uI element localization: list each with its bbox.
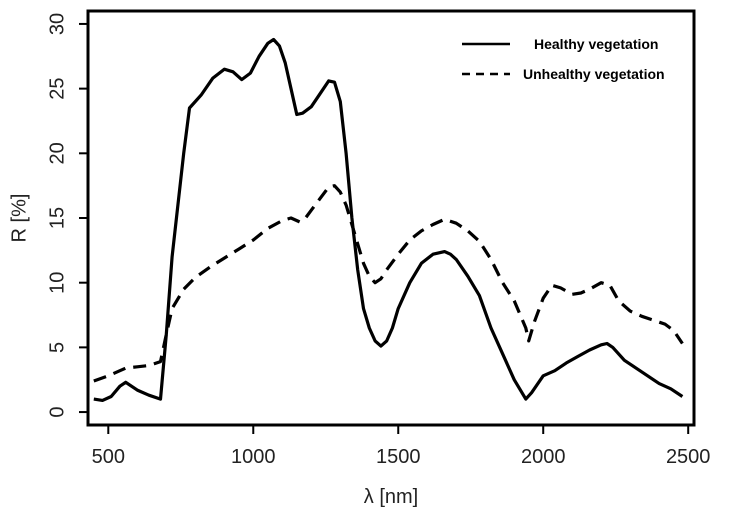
plot-frame bbox=[86, 9, 696, 427]
axis-layer: 500 1000 1500 2000 2500 0 5 10 15 20 25 30 bbox=[46, 13, 710, 468]
y-axis-title: R [%] bbox=[8, 194, 30, 243]
series-line-unhealthy bbox=[93, 184, 684, 383]
legend: Healthy vegetation Unhealthy vegetation bbox=[462, 36, 665, 82]
legend-label-unhealthy: Unhealthy vegetation bbox=[523, 66, 665, 82]
x-tick-label-500: 500 bbox=[92, 446, 125, 468]
y-tick-label-0: 0 bbox=[46, 407, 68, 418]
x-tick-label-2500: 2500 bbox=[666, 446, 711, 468]
y-tick-label-15: 15 bbox=[46, 207, 68, 229]
y-tick-label-5: 5 bbox=[46, 342, 68, 353]
x-tick-label-1500: 1500 bbox=[376, 446, 421, 468]
y-tick-label-25: 25 bbox=[46, 78, 68, 100]
y-tick-label-20: 20 bbox=[46, 142, 68, 164]
y-tick-label-10: 10 bbox=[46, 272, 68, 294]
y-tick-label-30: 30 bbox=[46, 13, 68, 35]
x-tick-label-2000: 2000 bbox=[521, 446, 566, 468]
x-tick-label-1000: 1000 bbox=[231, 446, 276, 468]
legend-label-healthy: Healthy vegetation bbox=[534, 36, 658, 52]
x-axis-title: λ [nm] bbox=[364, 486, 418, 508]
series-layer bbox=[93, 37, 684, 402]
series-line-healthy bbox=[93, 37, 684, 402]
